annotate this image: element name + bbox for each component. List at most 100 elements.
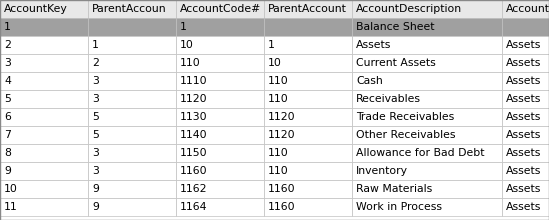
- Text: 3: 3: [92, 166, 99, 176]
- Bar: [88, 72, 176, 90]
- Text: 1120: 1120: [268, 112, 295, 122]
- Text: 110: 110: [180, 58, 201, 68]
- Bar: [176, 180, 264, 198]
- Bar: [176, 162, 264, 180]
- Text: 5: 5: [92, 112, 99, 122]
- Text: 110: 110: [268, 76, 289, 86]
- Bar: [0, 162, 88, 180]
- Bar: [264, 198, 352, 216]
- Bar: [352, 180, 502, 198]
- Bar: [0, 18, 88, 36]
- Text: Assets: Assets: [506, 166, 541, 176]
- Text: 1160: 1160: [268, 184, 295, 194]
- Text: Allowance for Bad Debt: Allowance for Bad Debt: [356, 148, 485, 158]
- Bar: [264, 72, 352, 90]
- Bar: [264, 54, 352, 72]
- Bar: [88, 18, 176, 36]
- Text: Work in Process: Work in Process: [356, 202, 442, 212]
- Bar: [176, 198, 264, 216]
- Bar: [176, 72, 264, 90]
- Text: Assets: Assets: [506, 148, 541, 158]
- Bar: [176, 126, 264, 144]
- Text: 5: 5: [92, 130, 99, 140]
- Bar: [0, 198, 88, 216]
- Text: 1150: 1150: [180, 148, 208, 158]
- Text: 10: 10: [268, 58, 282, 68]
- Bar: [88, 90, 176, 108]
- Bar: [0, 54, 88, 72]
- Bar: [264, 90, 352, 108]
- Bar: [88, 0, 176, 18]
- Text: Assets: Assets: [506, 76, 541, 86]
- Bar: [352, 108, 502, 126]
- Text: Assets: Assets: [506, 202, 541, 212]
- Bar: [264, 18, 352, 36]
- Bar: [0, 36, 88, 54]
- Text: 9: 9: [92, 202, 99, 212]
- Bar: [502, 126, 549, 144]
- Bar: [88, 36, 176, 54]
- Bar: [502, 198, 549, 216]
- Bar: [0, 180, 88, 198]
- Text: 1: 1: [268, 40, 275, 50]
- Text: 9: 9: [92, 184, 99, 194]
- Bar: [0, 144, 88, 162]
- Bar: [264, 36, 352, 54]
- Text: 1140: 1140: [180, 130, 208, 140]
- Bar: [352, 144, 502, 162]
- Bar: [264, 180, 352, 198]
- Text: 1: 1: [92, 40, 99, 50]
- Bar: [176, 18, 264, 36]
- Bar: [502, 108, 549, 126]
- Text: AccountCode#: AccountCode#: [180, 4, 261, 14]
- Bar: [352, 0, 502, 18]
- Text: 1160: 1160: [180, 166, 208, 176]
- Bar: [264, 162, 352, 180]
- Text: 9: 9: [4, 166, 11, 176]
- Text: 1130: 1130: [180, 112, 208, 122]
- Text: 3: 3: [92, 76, 99, 86]
- Text: Raw Materials: Raw Materials: [356, 184, 432, 194]
- Bar: [88, 108, 176, 126]
- Text: Assets: Assets: [356, 40, 391, 50]
- Text: 1160: 1160: [268, 202, 295, 212]
- Bar: [88, 198, 176, 216]
- Bar: [264, 144, 352, 162]
- Bar: [88, 54, 176, 72]
- Bar: [352, 36, 502, 54]
- Text: AccountKey: AccountKey: [4, 4, 68, 14]
- Bar: [176, 90, 264, 108]
- Text: 4: 4: [4, 76, 11, 86]
- Text: Assets: Assets: [506, 40, 541, 50]
- Bar: [176, 0, 264, 18]
- Text: 1: 1: [4, 22, 11, 32]
- Bar: [502, 180, 549, 198]
- Text: Current Assets: Current Assets: [356, 58, 436, 68]
- Bar: [352, 162, 502, 180]
- Text: 10: 10: [180, 40, 194, 50]
- Text: 3: 3: [4, 58, 11, 68]
- Bar: [88, 180, 176, 198]
- Text: ParentAccount: ParentAccount: [268, 4, 347, 14]
- Bar: [264, 0, 352, 18]
- Bar: [176, 144, 264, 162]
- Bar: [502, 162, 549, 180]
- Bar: [502, 72, 549, 90]
- Bar: [264, 126, 352, 144]
- Text: 3: 3: [92, 94, 99, 104]
- Bar: [352, 54, 502, 72]
- Text: 1: 1: [180, 22, 187, 32]
- Text: 2: 2: [92, 58, 99, 68]
- Bar: [176, 36, 264, 54]
- Bar: [176, 54, 264, 72]
- Text: Receivables: Receivables: [356, 94, 421, 104]
- Text: 110: 110: [268, 166, 289, 176]
- Text: ParentAccoun: ParentAccoun: [92, 4, 167, 14]
- Text: 8: 8: [4, 148, 11, 158]
- Text: 1120: 1120: [180, 94, 208, 104]
- Text: 110: 110: [268, 148, 289, 158]
- Bar: [502, 36, 549, 54]
- Bar: [352, 90, 502, 108]
- Bar: [352, 198, 502, 216]
- Text: 2: 2: [4, 40, 11, 50]
